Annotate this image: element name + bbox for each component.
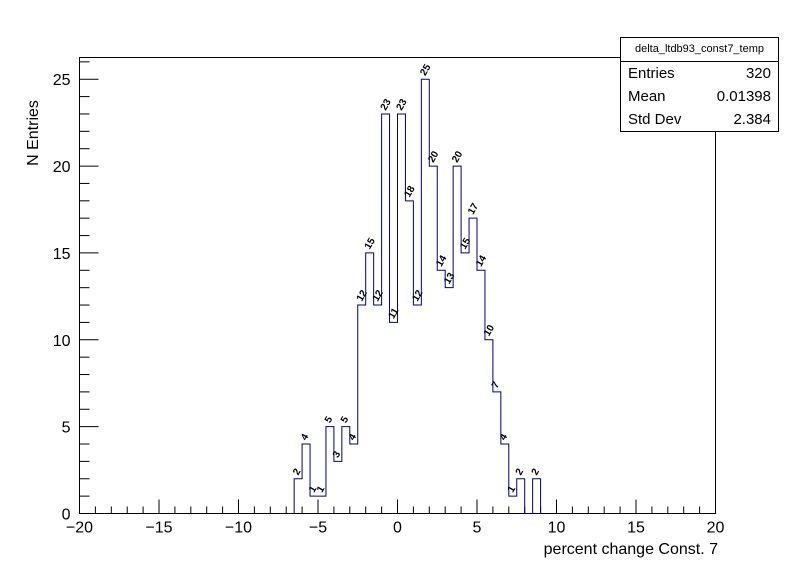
stats-row-entries: Entries 320 bbox=[621, 62, 778, 85]
y-tick-label: 10 bbox=[53, 333, 71, 350]
x-tick-label: 10 bbox=[548, 520, 566, 537]
bin-value-label: 25 bbox=[418, 62, 433, 78]
mean-value: 0.01398 bbox=[716, 88, 771, 105]
bin-value-label: 23 bbox=[395, 97, 410, 113]
bin-value-label: 20 bbox=[426, 149, 441, 165]
bin-value-label: 23 bbox=[379, 97, 394, 113]
x-tick-label: −15 bbox=[145, 520, 172, 537]
y-axis-label: N Entries bbox=[25, 100, 42, 166]
stats-box: delta_ltdb93_const7_temp Entries 320 Mea… bbox=[620, 37, 779, 132]
bin-value-label: 12 bbox=[371, 288, 386, 304]
stats-title: delta_ltdb93_const7_temp bbox=[621, 38, 778, 62]
stddev-value: 2.384 bbox=[733, 111, 771, 128]
bin-value-label: 14 bbox=[434, 253, 449, 269]
y-tick-label: 20 bbox=[53, 159, 71, 176]
x-axis-label: percent change Const. 7 bbox=[544, 541, 718, 558]
bin-value-label: 1 bbox=[506, 484, 519, 495]
bin-value-label: 4 bbox=[347, 432, 360, 443]
bin-value-label: 12 bbox=[410, 288, 425, 304]
bin-value-label: 4 bbox=[498, 432, 511, 443]
bin-value-label: 18 bbox=[402, 184, 417, 200]
bin-value-label: 17 bbox=[466, 201, 481, 217]
bin-value-label: 15 bbox=[458, 236, 473, 252]
bin-value-label: 7 bbox=[490, 380, 503, 391]
bin-value-label: 14 bbox=[474, 253, 489, 269]
x-tick-label: 5 bbox=[473, 520, 482, 537]
bin-value-label: 4 bbox=[299, 432, 312, 443]
y-tick-label: 0 bbox=[62, 507, 71, 524]
bin-value-label: 10 bbox=[482, 323, 497, 339]
bin-value-label: 1 bbox=[307, 484, 320, 495]
bin-value-label: 11 bbox=[387, 306, 402, 321]
bin-value-label: 12 bbox=[355, 288, 370, 304]
y-tick-label: 25 bbox=[53, 72, 71, 89]
bin-value-label: 5 bbox=[323, 414, 336, 425]
bin-value-label: 15 bbox=[363, 236, 378, 252]
stats-row-mean: Mean 0.01398 bbox=[621, 85, 778, 108]
x-tick-label: 15 bbox=[627, 520, 645, 537]
x-tick-label: 20 bbox=[707, 520, 725, 537]
stats-row-stddev: Std Dev 2.384 bbox=[621, 108, 778, 131]
mean-label: Mean bbox=[628, 88, 666, 105]
bin-value-label: 2 bbox=[514, 467, 527, 478]
bin-value-label: 3 bbox=[331, 449, 344, 460]
bin-value-label: 2 bbox=[530, 467, 543, 478]
y-tick-label: 15 bbox=[53, 246, 71, 263]
bin-value-labels: 2411535412151223112318122520141320151714… bbox=[291, 62, 542, 494]
histogram-outline bbox=[293, 78, 542, 514]
bin-value-label: 1 bbox=[315, 484, 328, 495]
y-tick-label: 5 bbox=[62, 420, 71, 437]
x-tick-label: −20 bbox=[66, 520, 93, 537]
x-tick-label: −5 bbox=[309, 520, 327, 537]
x-tick-label: −10 bbox=[225, 520, 252, 537]
bin-value-label: 2 bbox=[291, 467, 304, 478]
entries-label: Entries bbox=[628, 65, 675, 82]
x-tick-label: 0 bbox=[393, 520, 402, 537]
bin-value-label: 13 bbox=[442, 271, 457, 287]
axis-ticks bbox=[79, 61, 716, 514]
entries-value: 320 bbox=[745, 65, 771, 82]
bin-value-label: 20 bbox=[450, 149, 465, 165]
bin-value-label: 5 bbox=[339, 414, 352, 425]
stddev-label: Std Dev bbox=[628, 111, 682, 128]
